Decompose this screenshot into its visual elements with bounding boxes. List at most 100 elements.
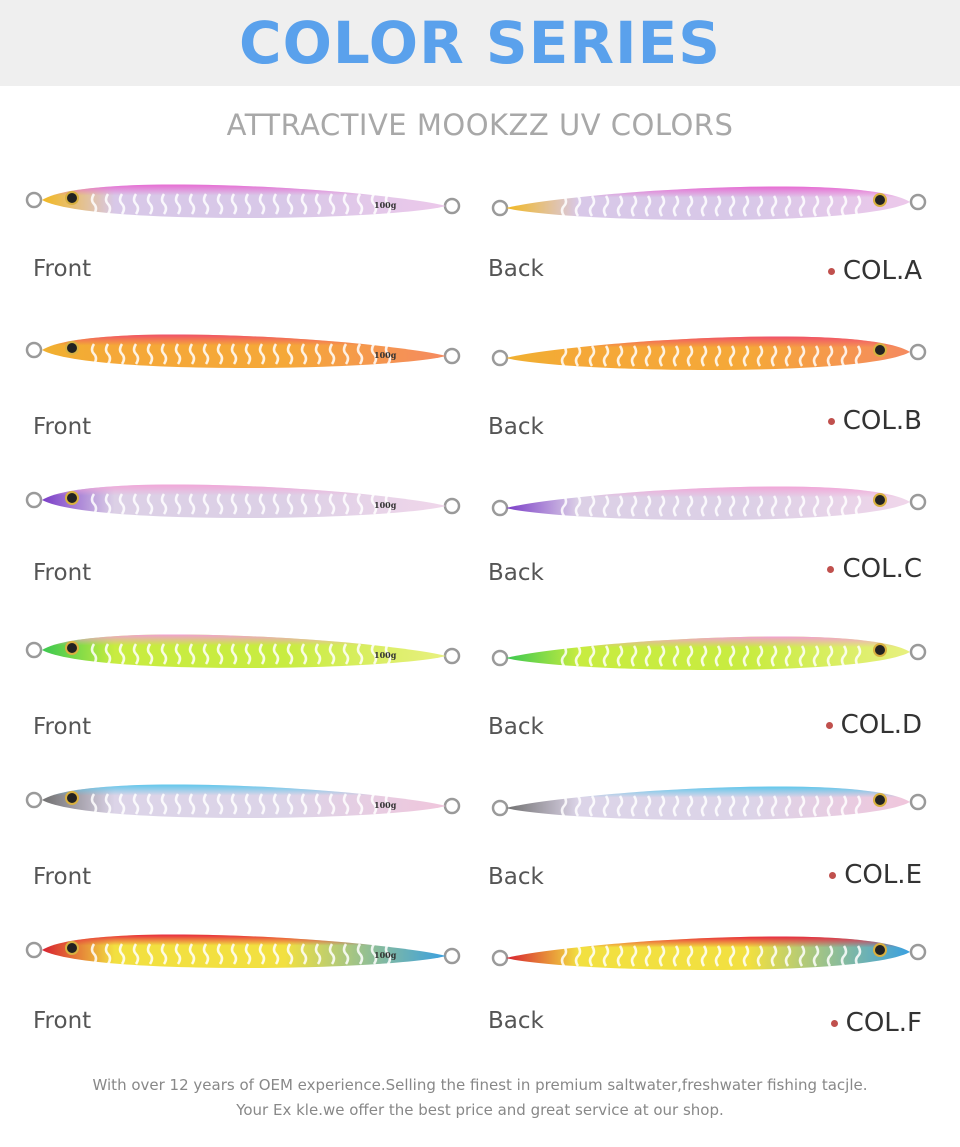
back-label: Back — [488, 560, 544, 586]
lure-scale-stripe — [216, 943, 224, 965]
lure-scale-stripe — [742, 645, 750, 667]
lure-scale-stripe — [146, 793, 154, 815]
lure-scale-stripe — [728, 495, 736, 517]
lure-scale-stripe — [300, 493, 308, 515]
lure-scale-stripe — [244, 643, 252, 665]
lure-scale-stripe — [286, 793, 294, 815]
lure-scale-stripe — [854, 495, 862, 517]
lure-scale-stripe — [286, 193, 294, 215]
lure-scale-stripe — [854, 645, 862, 667]
lure-scale-stripe — [104, 793, 112, 815]
lure-scale-stripe — [216, 793, 224, 815]
color-row-col-b: 100g Front Back COL.B — [0, 328, 960, 458]
lure-scale-stripe — [630, 495, 638, 517]
lure-scale-stripe — [104, 343, 112, 365]
split-ring-front — [25, 341, 43, 359]
lure-scale-stripe — [756, 345, 764, 367]
lure-scale-stripe — [90, 943, 98, 965]
lure-scale-stripe — [574, 795, 582, 817]
lure-scale-stripe — [630, 345, 638, 367]
split-ring-rear — [491, 799, 509, 817]
lure-scale-stripe — [230, 643, 238, 665]
lure-scale-stripe — [728, 195, 736, 217]
lure-scale-stripe — [286, 643, 294, 665]
lure-scale-stripe — [756, 645, 764, 667]
lure-scale-stripe — [742, 795, 750, 817]
lure-scale-stripe — [132, 193, 140, 215]
lure-scale-stripe — [588, 195, 596, 217]
lure-scale-stripe — [174, 343, 182, 365]
lure-scale-stripe — [630, 945, 638, 967]
lure-scale-stripe — [560, 795, 568, 817]
lure-scale-stripe — [784, 495, 792, 517]
lure-scale-stripe — [784, 945, 792, 967]
lure-scale-stripe — [574, 345, 582, 367]
color-code-text: COL.B — [842, 406, 922, 436]
lure-scale-stripe — [356, 793, 364, 815]
lure-scale-stripe — [174, 643, 182, 665]
lure-scale-stripe — [160, 343, 168, 365]
lure-scale-stripe — [174, 943, 182, 965]
lure-scale-stripe — [588, 945, 596, 967]
back-label: Back — [488, 256, 544, 282]
lure-scale-stripe — [812, 645, 820, 667]
lure-eye — [65, 641, 79, 655]
lure-scale-stripe — [342, 643, 350, 665]
lure-scale-stripe — [770, 795, 778, 817]
lure-scale-stripe — [672, 945, 680, 967]
lure-scale-stripe — [742, 945, 750, 967]
lure-scale-stripe — [588, 795, 596, 817]
color-code-text: COL.E — [844, 860, 922, 890]
lure-scale-stripe — [188, 943, 196, 965]
lure-eye — [65, 191, 79, 205]
lure-scale-stripe — [826, 945, 834, 967]
bullet-dot-icon — [827, 417, 835, 425]
lure-scale-stripe — [90, 193, 98, 215]
split-ring-rear — [443, 947, 461, 965]
lure-scale-stripe — [630, 795, 638, 817]
lure-scale-stripe — [560, 645, 568, 667]
lure-scale-stripe — [188, 493, 196, 515]
lure-scale-stripe — [686, 345, 694, 367]
lure-scale-stripe — [370, 193, 378, 215]
back-label: Back — [488, 414, 544, 440]
footer-line-1: With over 12 years of OEM experience.Sel… — [92, 1076, 868, 1094]
lure-scale-stripe — [90, 343, 98, 365]
lure-scale-stripe — [104, 643, 112, 665]
lure-scale-stripe — [314, 643, 322, 665]
split-ring-front — [25, 191, 43, 209]
lure-scale-stripe — [644, 195, 652, 217]
lure-scale-stripe — [616, 195, 624, 217]
lure-scale-stripe — [356, 943, 364, 965]
color-code-label: COL.F — [830, 1008, 922, 1038]
bullet-dot-icon — [825, 721, 833, 729]
lure-scale-stripe — [174, 493, 182, 515]
lure-scale-stripe — [574, 195, 582, 217]
lure-scale-stripe — [784, 795, 792, 817]
lure-scale-stripe — [328, 943, 336, 965]
lure-scale-stripe — [812, 195, 820, 217]
lure-scale-stripe — [118, 793, 126, 815]
lure-scale-stripe — [216, 493, 224, 515]
lure-scale-stripe — [560, 195, 568, 217]
lure-scale-stripe — [90, 793, 98, 815]
lure-scale-stripe — [686, 195, 694, 217]
lure-scale-stripe — [658, 195, 666, 217]
lure-weight-mark: 100g — [374, 200, 397, 210]
lure-scale-stripe — [630, 195, 638, 217]
color-code-text: COL.A — [842, 256, 922, 286]
lure-back-image — [488, 630, 928, 684]
lure-scale-stripe — [104, 493, 112, 515]
lure-scale-stripe — [370, 793, 378, 815]
lure-scale-stripe — [132, 343, 140, 365]
lure-scale-stripe — [384, 493, 392, 515]
lure-scale-stripe — [342, 193, 350, 215]
lure-scale-stripe — [728, 795, 736, 817]
lure-scale-stripe — [328, 493, 336, 515]
color-code-label: COL.E — [829, 860, 922, 890]
lure-scale-stripe — [244, 793, 252, 815]
back-label: Back — [488, 1008, 544, 1034]
lure-scale-stripe — [770, 645, 778, 667]
lure-scale-stripe — [672, 195, 680, 217]
lure-scale-stripe — [300, 193, 308, 215]
